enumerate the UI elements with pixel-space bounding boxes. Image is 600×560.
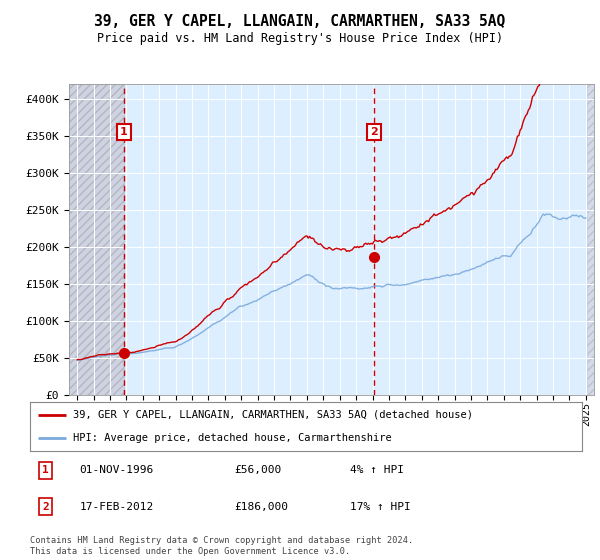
Text: £56,000: £56,000 <box>234 465 281 475</box>
Text: 4% ↑ HPI: 4% ↑ HPI <box>350 465 404 475</box>
Text: 1: 1 <box>120 127 128 137</box>
Text: 01-NOV-1996: 01-NOV-1996 <box>80 465 154 475</box>
Bar <box>587 84 594 395</box>
Text: 39, GER Y CAPEL, LLANGAIN, CARMARTHEN, SA33 5AQ: 39, GER Y CAPEL, LLANGAIN, CARMARTHEN, S… <box>94 14 506 29</box>
Text: HPI: Average price, detached house, Carmarthenshire: HPI: Average price, detached house, Carm… <box>73 433 392 444</box>
Bar <box>69 84 124 395</box>
Text: 17-FEB-2012: 17-FEB-2012 <box>80 502 154 511</box>
Text: Contains HM Land Registry data © Crown copyright and database right 2024.
This d: Contains HM Land Registry data © Crown c… <box>30 536 413 556</box>
Text: Price paid vs. HM Land Registry's House Price Index (HPI): Price paid vs. HM Land Registry's House … <box>97 32 503 45</box>
Text: £186,000: £186,000 <box>234 502 288 511</box>
Text: 2: 2 <box>371 127 379 137</box>
Text: 2: 2 <box>42 502 49 511</box>
Text: 1: 1 <box>42 465 49 475</box>
Text: 17% ↑ HPI: 17% ↑ HPI <box>350 502 411 511</box>
Text: 39, GER Y CAPEL, LLANGAIN, CARMARTHEN, SA33 5AQ (detached house): 39, GER Y CAPEL, LLANGAIN, CARMARTHEN, S… <box>73 410 473 420</box>
